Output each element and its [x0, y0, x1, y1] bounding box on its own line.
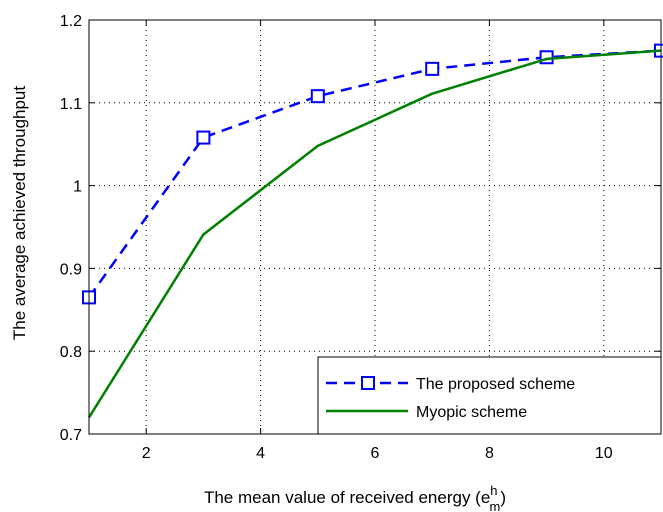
x-tick-label: 8 [485, 445, 494, 462]
x-axis-label-sup: h [490, 483, 497, 498]
x-tick-label: 6 [371, 445, 380, 462]
legend-marker-proposed [361, 376, 375, 390]
y-tick-label: 1.1 [60, 96, 82, 113]
x-tick-label: 2 [142, 445, 151, 462]
data-point-marker [310, 89, 325, 104]
y-tick-label: 0.9 [60, 261, 82, 278]
x-tick-label: 10 [595, 445, 613, 462]
x-tick-label: 4 [256, 445, 265, 462]
y-tick-label: 1 [73, 179, 82, 196]
y-tick-label: 0.7 [60, 427, 82, 444]
legend: The proposed scheme Myopic scheme [317, 356, 662, 435]
x-axis-label-main: The mean value of received energy (e [204, 488, 490, 507]
legend-label-myopic: Myopic scheme [416, 404, 527, 421]
y-tick-label: 1.2 [60, 13, 82, 30]
x-axis-label-close: ) [500, 488, 506, 507]
y-axis-label: The average achieved throughput [10, 86, 29, 341]
data-point-marker [425, 61, 440, 76]
legend-box [317, 356, 662, 435]
legend-label-proposed: The proposed scheme [416, 376, 575, 393]
series-line-proposed [87, 49, 662, 299]
x-axis-label-sub: m [490, 499, 501, 512]
y-tick-label: 0.8 [60, 344, 82, 361]
data-point-marker [196, 130, 211, 145]
series-layer [82, 43, 663, 419]
tick-labels: 2 4 6 8 10 0.7 0.8 0.9 1 1.1 1.2 [60, 13, 613, 462]
series-line-myopic [87, 49, 662, 419]
x-axis-label: The mean value of received energy (eh m) [204, 483, 506, 512]
